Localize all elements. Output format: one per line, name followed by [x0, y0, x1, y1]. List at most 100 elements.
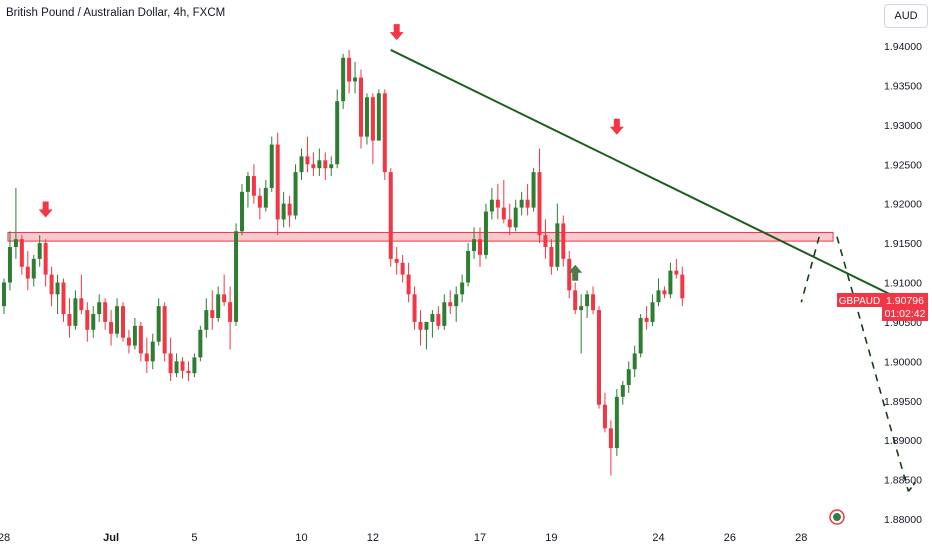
candle	[483, 203, 488, 259]
candle	[519, 191, 524, 216]
candle-body	[329, 164, 334, 169]
candle-body	[472, 239, 477, 251]
candle-body	[97, 302, 102, 315]
candle	[341, 53, 346, 110]
candle	[275, 132, 280, 236]
candle	[91, 306, 96, 338]
candle	[650, 294, 655, 326]
candle	[418, 310, 423, 346]
candle-body	[359, 77, 363, 137]
candle-body	[156, 306, 161, 342]
candle	[680, 266, 685, 307]
candle	[150, 333, 155, 370]
arrow-up-icon	[568, 264, 583, 281]
candle	[614, 388, 619, 456]
candle-body	[406, 274, 411, 295]
candle	[555, 203, 560, 271]
candles-layer	[2, 49, 685, 476]
candle	[2, 278, 6, 315]
candle	[180, 357, 185, 379]
arrow-down-icon	[38, 201, 53, 218]
candle-body	[626, 369, 631, 385]
candle	[19, 235, 24, 275]
candle	[394, 247, 399, 275]
candle	[561, 215, 566, 267]
candle	[7, 231, 12, 291]
candle	[234, 223, 239, 326]
candle	[472, 227, 477, 259]
currency-button[interactable]: AUD	[884, 4, 928, 28]
candle	[489, 187, 494, 220]
x-axis-tick-label: 28	[0, 532, 10, 544]
candle-body	[79, 298, 84, 311]
candle-body	[251, 176, 256, 196]
candle-body	[418, 321, 423, 330]
y-axis-tick-label: 1.90000	[884, 356, 922, 368]
candle	[424, 321, 429, 350]
candle	[460, 274, 465, 303]
candle	[466, 243, 471, 287]
candle-body	[668, 270, 673, 295]
candle	[632, 345, 637, 378]
candle	[13, 187, 18, 259]
candle	[412, 286, 417, 330]
support-zone-layer	[7, 231, 834, 242]
candle	[245, 172, 250, 208]
candle-body	[109, 321, 114, 334]
price-label-symbol: GBPAUD	[839, 296, 881, 307]
candle-body	[650, 302, 655, 322]
candle	[97, 294, 102, 322]
candle	[61, 278, 66, 322]
x-axis-tick-label: 19	[545, 532, 557, 544]
candle-body	[19, 239, 24, 267]
candle	[602, 392, 607, 433]
candle	[73, 290, 78, 330]
x-axis-tick-label: 17	[474, 532, 486, 544]
candle-body	[638, 317, 643, 354]
price-label-symbol-bg	[837, 293, 882, 307]
price-label-countdown: 01:02:42	[885, 308, 926, 320]
y-axis-tick-label: 1.92500	[884, 159, 922, 171]
candle-body	[61, 282, 66, 315]
candle-body	[269, 144, 274, 188]
candle-body	[591, 294, 596, 311]
axis-layer: 1.94000 1.93500 1.93000 1.92500 1.92000 1.915…	[0, 41, 922, 544]
candle	[126, 329, 131, 354]
candle	[317, 148, 322, 177]
y-axis-tick-label: 1.91500	[884, 238, 922, 250]
candle-body	[7, 247, 12, 283]
candle	[531, 168, 536, 212]
candle	[216, 286, 221, 322]
candle	[454, 286, 459, 322]
projection-tip	[907, 481, 917, 492]
candle	[495, 183, 500, 220]
candle-body	[228, 302, 233, 322]
candle-body	[430, 314, 435, 322]
price-label-price: 1.90796	[886, 295, 924, 307]
candle-body	[608, 428, 613, 449]
candle	[579, 294, 584, 354]
candle-body	[13, 239, 18, 248]
x-axis-tick-label: Jul	[103, 532, 119, 544]
candle	[210, 290, 215, 330]
candle-body	[513, 207, 518, 228]
candle-body	[245, 176, 250, 192]
candle	[138, 321, 143, 362]
x-axis-tick-label: 28	[795, 532, 807, 544]
x-axis-tick-label: 10	[295, 532, 307, 544]
candle-body	[67, 314, 72, 326]
candle-body	[353, 77, 358, 82]
candle-body	[222, 294, 227, 303]
y-axis-tick-label: 1.88500	[884, 475, 922, 487]
candle-body	[466, 250, 471, 283]
candle-body	[132, 325, 137, 346]
candle-body	[186, 370, 191, 374]
candle-body	[49, 274, 54, 295]
candle-body	[281, 203, 286, 220]
candle-body	[162, 306, 167, 354]
candle	[353, 61, 358, 94]
candle	[507, 203, 512, 236]
candle-body	[198, 329, 203, 358]
candle-body	[519, 199, 524, 208]
